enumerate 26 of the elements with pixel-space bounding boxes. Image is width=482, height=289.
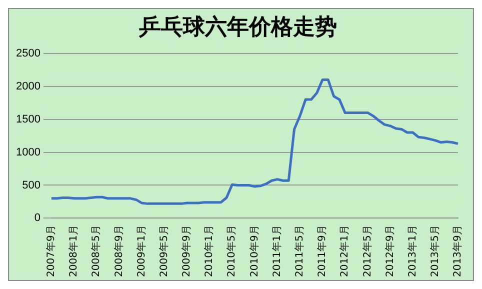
y-tick-label: 1500: [16, 113, 40, 126]
y-tick-label: 1000: [16, 146, 40, 158]
x-tick-label: 2010年1月: [203, 225, 216, 277]
y-tick-label: 500: [22, 179, 40, 192]
x-tick-label: 2008年9月: [112, 225, 125, 277]
x-tick-label: 2009年9月: [180, 225, 193, 277]
x-tick-label: 2012年5月: [361, 225, 374, 277]
x-tick-label: 2013年5月: [429, 225, 442, 277]
x-tick-label: 2007年9月: [45, 225, 58, 277]
x-tick-label: 2009年5月: [158, 225, 170, 277]
x-tick-label: 2012年9月: [384, 225, 396, 277]
x-tick-label: 2010年5月: [226, 225, 238, 277]
x-tick-label: 2011年1月: [270, 225, 283, 277]
x-tick-label: 2011年9月: [316, 225, 328, 277]
x-tick-label: 2009年1月: [135, 225, 148, 277]
y-tick-label: 0: [34, 212, 40, 224]
chart-title: 乒乓球六年价格走势: [138, 14, 337, 39]
y-tick-label: 2500: [16, 47, 40, 60]
x-tick-label: 2008年5月: [90, 225, 102, 277]
x-tick-label: 2011年5月: [294, 225, 306, 277]
x-tick-label: 2010年9月: [248, 225, 260, 277]
y-tick-label: 2000: [16, 80, 40, 92]
x-tick-label: 2008年1月: [68, 225, 80, 277]
x-tick-label: 2013年9月: [452, 225, 464, 277]
x-tick-label: 2012年1月: [338, 225, 351, 277]
x-tick-label: 2013年1月: [406, 225, 418, 277]
